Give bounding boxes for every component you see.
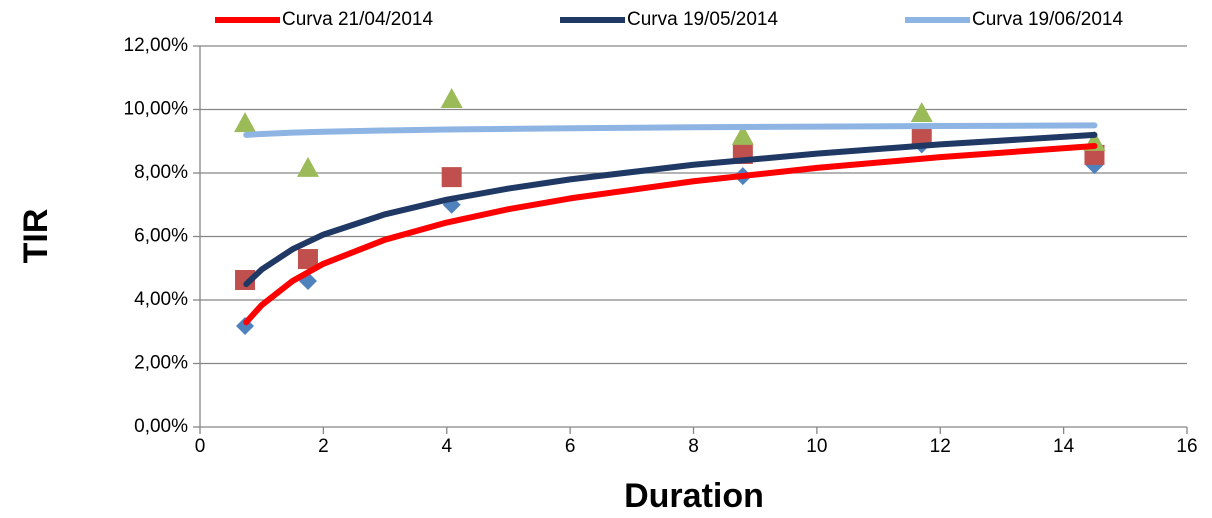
trend-line bbox=[243, 122, 1098, 138]
y-tick-label: 6,00% bbox=[134, 226, 188, 247]
data-point bbox=[296, 156, 319, 177]
x-tick-label: 16 bbox=[1176, 436, 1197, 457]
x-tick-label: 14 bbox=[1053, 436, 1075, 457]
data-point bbox=[441, 167, 462, 188]
x-tick-label: 10 bbox=[806, 436, 827, 457]
trend-line bbox=[243, 143, 1098, 326]
legend-label: Curva 19/06/2014 bbox=[972, 9, 1123, 30]
data-point bbox=[440, 88, 463, 109]
x-tick-label: 2 bbox=[318, 436, 329, 457]
trend-line bbox=[243, 131, 1098, 288]
data-point bbox=[235, 269, 256, 290]
legend-label: Curva 21/04/2014 bbox=[282, 9, 433, 30]
y-tick-label: 2,00% bbox=[134, 353, 188, 374]
x-axis-title: Duration bbox=[624, 477, 764, 515]
x-tick-label: 8 bbox=[688, 436, 699, 457]
y-tick-label: 0,00% bbox=[134, 416, 188, 437]
y-tick-label: 12,00% bbox=[124, 35, 189, 56]
data-point bbox=[234, 112, 257, 133]
x-tick-label: 4 bbox=[441, 436, 452, 457]
x-tick-label: 0 bbox=[195, 436, 206, 457]
data-point bbox=[297, 249, 318, 270]
x-tick-label: 12 bbox=[930, 436, 951, 457]
data-point bbox=[910, 101, 933, 122]
y-axis-title: TIR bbox=[17, 209, 55, 264]
y-tick-label: 10,00% bbox=[124, 99, 189, 120]
x-tick-label: 6 bbox=[565, 436, 576, 457]
data-point bbox=[911, 124, 932, 145]
legend-label: Curva 19/05/2014 bbox=[627, 9, 778, 30]
y-tick-label: 4,00% bbox=[134, 289, 188, 310]
y-tick-label: 8,00% bbox=[134, 162, 188, 183]
data-point bbox=[731, 124, 754, 145]
